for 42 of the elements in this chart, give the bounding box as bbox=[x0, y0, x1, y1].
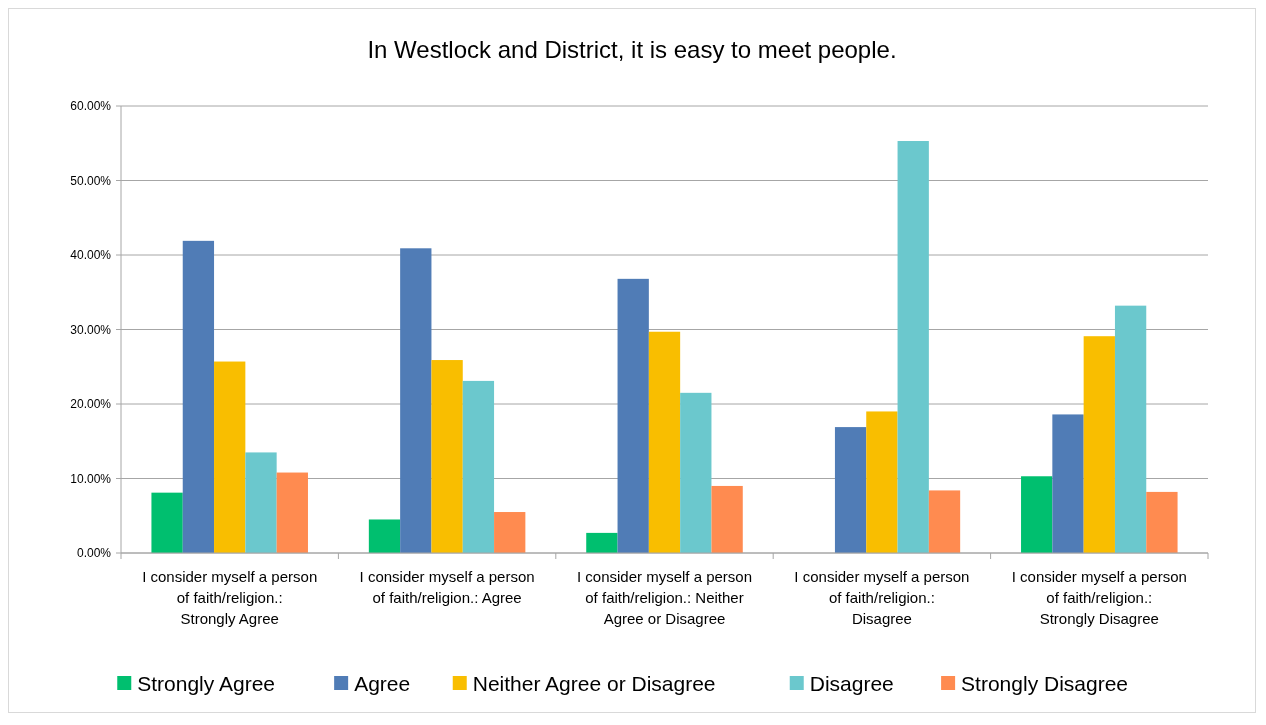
x-tick-label: I consider myself a person of faith/religion.: Strongly Agree bbox=[142, 568, 318, 627]
bar bbox=[1146, 491, 1178, 553]
y-tick-label: 30.00% bbox=[70, 322, 112, 337]
x-tick-label: I consider myself a person of faith/religion.: Strongly Disagree bbox=[1011, 568, 1187, 627]
bar bbox=[494, 512, 526, 553]
bar bbox=[400, 248, 432, 553]
legend-label: Strongly Agree bbox=[137, 672, 276, 696]
bar bbox=[1114, 305, 1147, 553]
bar bbox=[617, 278, 649, 553]
x-tick-label: I consider myself a person of faith/religion.: Agree bbox=[359, 568, 535, 606]
legend-label: Neither Agree or Disagree bbox=[472, 672, 716, 696]
legend-label: Agree bbox=[354, 672, 411, 696]
y-tick-label: 10.00% bbox=[70, 471, 112, 486]
bar bbox=[834, 427, 867, 553]
bar bbox=[680, 392, 712, 553]
bar bbox=[1083, 336, 1115, 553]
bar bbox=[462, 380, 495, 553]
chart-title: In Westlock and District, it is easy to meet people. bbox=[367, 36, 897, 63]
bar bbox=[897, 141, 929, 553]
y-tick-label: 20.00% bbox=[70, 397, 112, 412]
bar bbox=[928, 490, 961, 553]
legend-label: Strongly Disagree bbox=[961, 672, 1129, 696]
x-tick-label: I consider myself a person of faith/religion.: Disagree bbox=[794, 568, 970, 627]
bar bbox=[245, 452, 277, 553]
bar bbox=[866, 411, 898, 553]
legend-label: Disagree bbox=[809, 672, 894, 696]
bar bbox=[648, 331, 681, 553]
bar bbox=[276, 472, 308, 553]
bar bbox=[368, 519, 401, 553]
bar bbox=[214, 361, 246, 553]
y-tick-label: 40.00% bbox=[70, 248, 112, 263]
bar bbox=[151, 492, 183, 553]
bar bbox=[1021, 476, 1053, 553]
bar bbox=[586, 532, 618, 553]
bar bbox=[182, 240, 215, 553]
bar bbox=[431, 360, 463, 553]
bar bbox=[1052, 414, 1084, 553]
x-tick-label: I consider myself a person of faith/religion.: Neither Agree or Disagree bbox=[576, 568, 753, 627]
bar bbox=[711, 485, 743, 553]
y-tick-label: 0.00% bbox=[76, 546, 112, 561]
y-tick-label: 50.00% bbox=[70, 173, 112, 188]
y-tick-label: 60.00% bbox=[70, 99, 112, 114]
